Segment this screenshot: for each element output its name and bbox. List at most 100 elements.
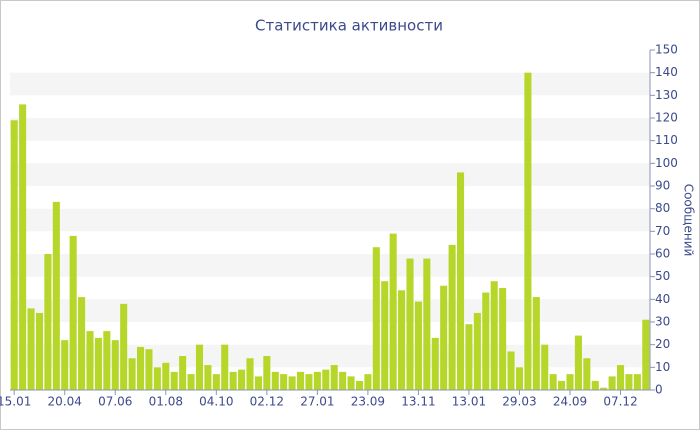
x-tick-label: 29.03: [502, 395, 536, 409]
bar: [136, 346, 145, 390]
bar: [541, 344, 549, 390]
grid-band: [10, 72, 650, 96]
bar: [238, 369, 246, 390]
y-tick-label: 30: [655, 315, 670, 329]
y-tick-label: 40: [655, 292, 670, 306]
bar: [574, 335, 582, 390]
y-axis-label: Сообщений: [682, 184, 696, 257]
bar: [381, 281, 389, 390]
bar: [608, 376, 616, 390]
y-tick-label: 130: [655, 88, 678, 102]
bar: [162, 362, 170, 390]
bar: [339, 371, 347, 390]
bar: [440, 285, 448, 390]
bar: [288, 376, 296, 390]
bar: [44, 254, 52, 390]
bar: [448, 244, 456, 390]
grid-band: [10, 254, 650, 277]
x-tick-label: 23.09: [351, 395, 385, 409]
bar: [120, 303, 128, 390]
bar: [633, 374, 641, 390]
bar: [128, 358, 136, 390]
bar: [246, 358, 254, 390]
bar: [499, 288, 507, 390]
bar: [35, 312, 44, 390]
y-tick-label: 120: [655, 111, 678, 125]
bar: [69, 235, 77, 390]
bar: [473, 312, 481, 390]
y-tick-label: 60: [655, 247, 670, 261]
bar: [94, 337, 102, 390]
bar: [591, 380, 599, 390]
y-tick-label: 150: [655, 43, 678, 57]
chart-title: Статистика активности: [255, 17, 443, 35]
bar: [212, 374, 220, 390]
bar: [280, 374, 288, 390]
y-tick-label: 70: [655, 224, 670, 238]
y-tick-label: 140: [655, 65, 678, 79]
x-tick-label: 13.11: [401, 395, 435, 409]
bar: [465, 324, 473, 390]
bar: [625, 374, 633, 390]
x-tick-label: 04.10: [199, 395, 233, 409]
bar: [52, 201, 60, 390]
bar: [423, 258, 431, 390]
bar: [187, 374, 195, 390]
bar: [600, 387, 608, 390]
bar: [642, 319, 650, 390]
grid-band: [10, 208, 650, 232]
x-tick-label: 24.09: [553, 395, 587, 409]
y-tick-label: 20: [655, 337, 670, 351]
bar: [566, 374, 574, 390]
bar: [204, 365, 212, 390]
bar: [482, 292, 490, 390]
y-tick-label: 80: [655, 201, 670, 215]
bar: [195, 344, 204, 390]
x-tick-label: 27.01: [300, 395, 334, 409]
bar: [515, 367, 524, 390]
grid-band: [10, 299, 650, 322]
x-tick-label: 02.12: [250, 395, 284, 409]
x-tick-label: 13.01: [452, 395, 486, 409]
bar: [78, 297, 86, 390]
y-tick-label: 110: [655, 133, 678, 147]
y-tick-label: 100: [655, 156, 678, 170]
x-tick-label: 01.08: [149, 395, 183, 409]
grid-band: [10, 344, 650, 368]
bar: [153, 367, 161, 390]
bar: [372, 247, 380, 390]
x-tick-label: 15.01: [0, 395, 31, 409]
bar: [111, 340, 119, 390]
y-tick-label: 50: [655, 269, 670, 283]
bar: [145, 349, 153, 390]
bar: [456, 172, 465, 390]
bar: [524, 72, 532, 391]
bar: [398, 290, 406, 390]
bar: [507, 351, 515, 390]
bar: [406, 258, 414, 390]
bar: [355, 380, 364, 390]
bar: [313, 371, 321, 390]
bar: [254, 376, 262, 390]
bar: [229, 371, 237, 390]
bar: [347, 376, 355, 390]
bar: [558, 380, 566, 390]
bar: [364, 374, 372, 390]
bar: [532, 297, 540, 390]
y-tick-label: 90: [655, 179, 670, 193]
bar: [10, 120, 18, 391]
bar: [27, 308, 35, 390]
grid-band: [10, 163, 650, 186]
bar: [221, 344, 229, 390]
y-tick-label: 0: [655, 383, 663, 397]
bar: [414, 301, 422, 390]
bar: [583, 358, 591, 390]
bar: [103, 331, 111, 390]
bar: [322, 369, 330, 390]
y-tick-label: 10: [655, 360, 670, 374]
bar: [179, 356, 187, 390]
bar: [170, 371, 178, 390]
bar: [263, 356, 271, 390]
